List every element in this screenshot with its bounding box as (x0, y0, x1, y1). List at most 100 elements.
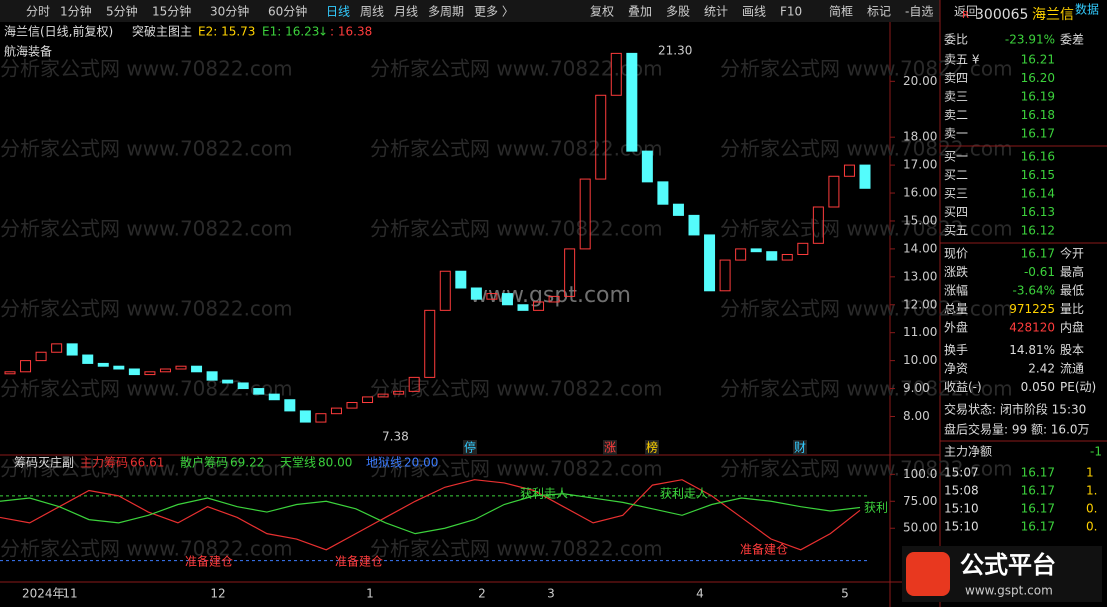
ask-label: 卖四 (944, 71, 968, 85)
toolbar-button[interactable]: 1分钟 (60, 4, 92, 19)
toolbar-button[interactable]: 5分钟 (106, 4, 138, 19)
x-axis-label: 4 (696, 587, 704, 601)
candle (35, 351, 47, 362)
watermark: 分析家公式网 www.70822.com (720, 217, 1013, 241)
candle (330, 407, 342, 415)
candle (750, 248, 762, 253)
candle (470, 287, 482, 300)
logo-icon (906, 552, 950, 596)
toolbar-button[interactable]: 复权 (590, 5, 614, 19)
candle (159, 368, 171, 373)
site-watermark: www.gspt.com (470, 283, 631, 308)
toolbar-button[interactable]: 统计 (704, 5, 728, 19)
legend-name: 散户筹码 (180, 455, 228, 470)
toolbar-button[interactable]: 月线 (394, 5, 418, 19)
toolbar-button[interactable]: 叠加 (628, 5, 652, 19)
toolbar-button[interactable]: F10 (780, 5, 802, 19)
candle (144, 371, 156, 376)
stat-label2: 内盘 (1060, 320, 1084, 335)
candle (284, 399, 296, 412)
candle (859, 164, 871, 189)
stat-label2: 今开 (1060, 246, 1084, 261)
trade-volume: 0. (1086, 520, 1097, 534)
watermark: 分析家公式网 www.70822.com (0, 377, 293, 401)
y-tick-label: 16.00 (903, 186, 937, 200)
y-tick-label: 17.00 (903, 158, 937, 172)
trade-time: 15:10 (944, 502, 979, 516)
y-tick-label: 100.0 (903, 467, 937, 481)
candle (175, 365, 187, 370)
stat-value: 14.81% (1009, 343, 1055, 357)
trade-volume: 1 (1086, 466, 1094, 480)
toolbar-button[interactable]: 多周期 (428, 5, 464, 19)
header-e0: : 16.38 (330, 25, 372, 39)
header-period: (日线,前复权) (40, 24, 113, 39)
y-tick-label: 12.00 (903, 297, 937, 311)
toolbar-button[interactable]: 15分钟 (152, 4, 191, 19)
candle (82, 354, 94, 364)
candle (315, 413, 327, 423)
toolbar-button[interactable]: 返回 (954, 5, 978, 19)
candle (113, 365, 125, 370)
signal-label: 获利走人 (520, 487, 568, 501)
watermark: 分析家公式网 www.70822.com (0, 137, 293, 161)
toolbar-button[interactable]: 画线 (742, 5, 766, 19)
stat-label2: 最低 (1060, 284, 1084, 298)
watermark: 分析家公式网 www.70822.com (370, 377, 663, 401)
y-tick-label: 20.00 (903, 74, 937, 88)
toolbar-button[interactable]: 日线 (326, 5, 350, 19)
event-marker-bg (793, 440, 807, 455)
toolbar-button[interactable]: 分时 (26, 5, 50, 19)
bid-value: 16.15 (1021, 168, 1055, 182)
flag: R (962, 10, 969, 21)
toolbar-button[interactable]: 周线 (360, 5, 384, 19)
toolbar-button[interactable]: 更多 〉 (474, 5, 514, 19)
candle (579, 178, 591, 250)
toolbar-button[interactable]: 60分钟 (268, 4, 307, 19)
candle (781, 253, 793, 261)
low-label: 7.38 (382, 429, 409, 443)
legend-value: 80.00 (318, 456, 352, 470)
net-value: -1 (1090, 445, 1102, 459)
stat-label: 收益(-) (944, 380, 982, 394)
event-marker: 涨 (604, 440, 616, 455)
candle (486, 293, 498, 300)
y-tick-label: 9.00 (903, 381, 930, 395)
candle (128, 368, 140, 376)
y-tick-label: 18.00 (903, 130, 937, 144)
event-marker-bg (603, 440, 617, 455)
candle (191, 365, 203, 373)
candle (533, 301, 545, 311)
stat-value: 0.050 (1021, 380, 1055, 394)
stat-label: 换手 (944, 343, 968, 357)
candle (424, 309, 436, 378)
toolbar-button[interactable]: 30分钟 (210, 4, 249, 19)
candle (4, 371, 16, 375)
candle (206, 371, 218, 381)
candle (268, 393, 280, 401)
ask-label: 卖五 ¥ (944, 53, 980, 67)
toolbar-button[interactable]: 简框 (829, 5, 853, 19)
stat-label: 总量 (944, 302, 968, 316)
corner-link[interactable]: 数据 (1075, 2, 1099, 17)
toolbar-button[interactable]: -自选 (905, 5, 933, 19)
trade-price: 16.17 (1021, 484, 1055, 498)
candle (688, 214, 700, 236)
toolbar-button[interactable]: 多股 (666, 5, 690, 19)
candle (299, 410, 311, 423)
stat-label: 现价 (944, 247, 968, 261)
ask-value: 16.19 (1021, 90, 1055, 104)
x-axis-label: 3 (547, 587, 555, 601)
indicator-line (0, 493, 861, 535)
trade-status: 交易状态: 闭市阶段 15:30 (944, 402, 1086, 417)
signal-label: 准备建仓 (185, 555, 233, 569)
candle (828, 175, 840, 208)
watermark: 分析家公式网 www.70822.com (370, 537, 663, 561)
toolbar-button[interactable]: 标记 (867, 5, 891, 19)
candle (626, 52, 638, 152)
bid-label: 买二 (944, 168, 968, 182)
x-axis-label: 12 (210, 587, 225, 601)
ask-label: 卖二 (944, 108, 968, 122)
sector: 航海装备 (4, 44, 52, 59)
weibi-label2: 委差 (1060, 33, 1084, 47)
